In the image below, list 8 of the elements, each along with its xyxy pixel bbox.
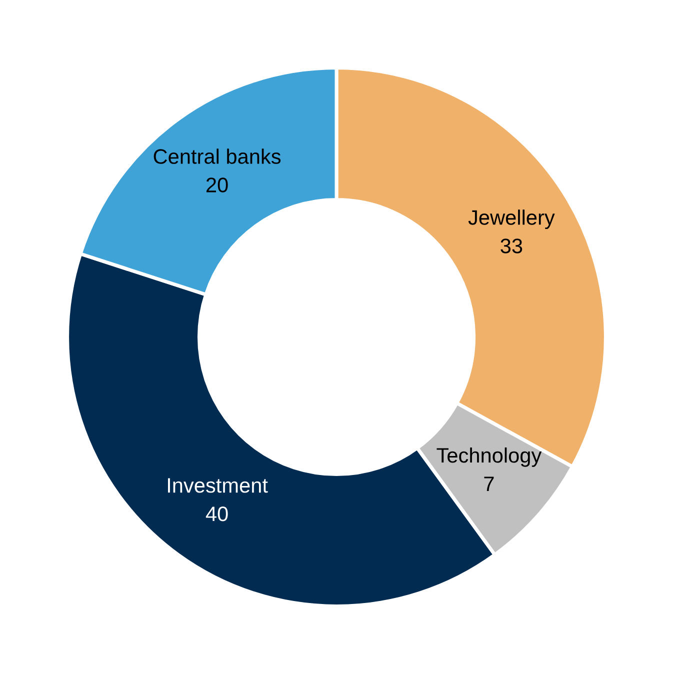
data-label: 40 [206,506,228,522]
slice-label: Technology [436,447,542,467]
slice-label: Investment [168,478,268,493]
data-label: 7 [484,476,494,492]
data-label: 33 [500,238,522,254]
data-label: 20 [206,178,228,192]
slice-label: Central banks [154,148,281,164]
slice-label: Jewellery [468,210,555,230]
